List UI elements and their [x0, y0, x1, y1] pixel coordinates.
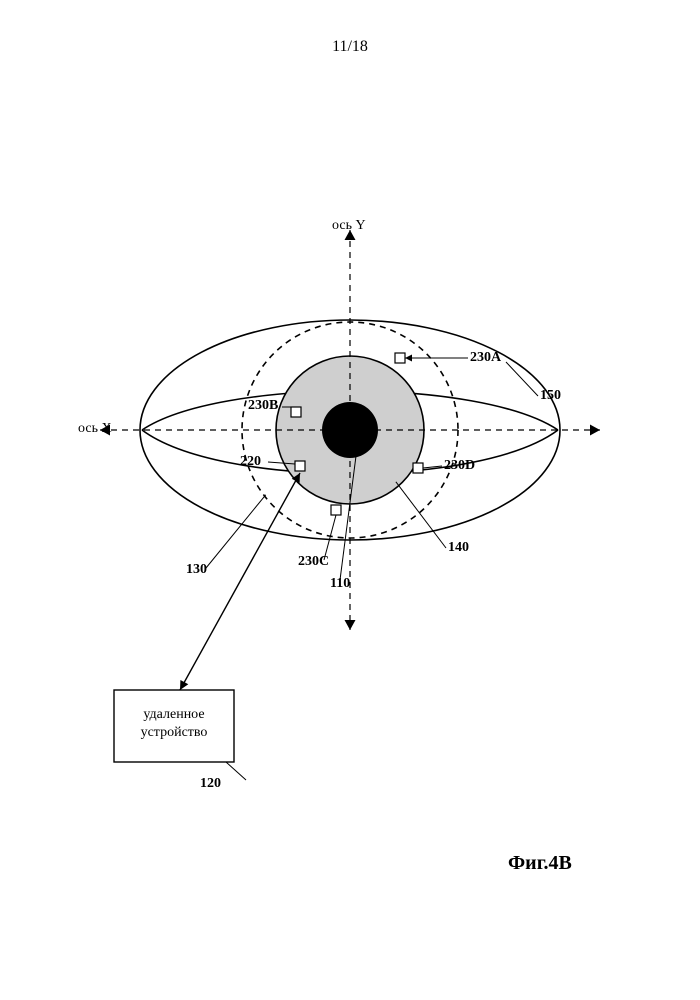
figure-svg: [0, 0, 700, 1000]
y-axis-label: ось Y: [332, 218, 366, 234]
ref-140: 140: [448, 540, 469, 556]
ref-230B: 230B: [248, 398, 278, 414]
figure-caption: Фиг.4B: [508, 852, 572, 875]
remote-device-label: удаленное устройство: [114, 706, 234, 742]
ref-130: 130: [186, 562, 207, 578]
ref-230D: 230D: [444, 458, 475, 474]
ref-220: 220: [240, 454, 261, 470]
ref-110: 110: [330, 576, 350, 592]
ref-230A: 230A: [470, 350, 501, 366]
ref-150: 150: [540, 388, 561, 404]
x-axis-label: ось X: [78, 421, 112, 437]
ref-120: 120: [200, 776, 221, 792]
patent-figure-page: 11/18 ось Y ось X 230A 230B 230D 220 230…: [0, 0, 700, 1000]
ref-230C: 230C: [298, 554, 329, 570]
